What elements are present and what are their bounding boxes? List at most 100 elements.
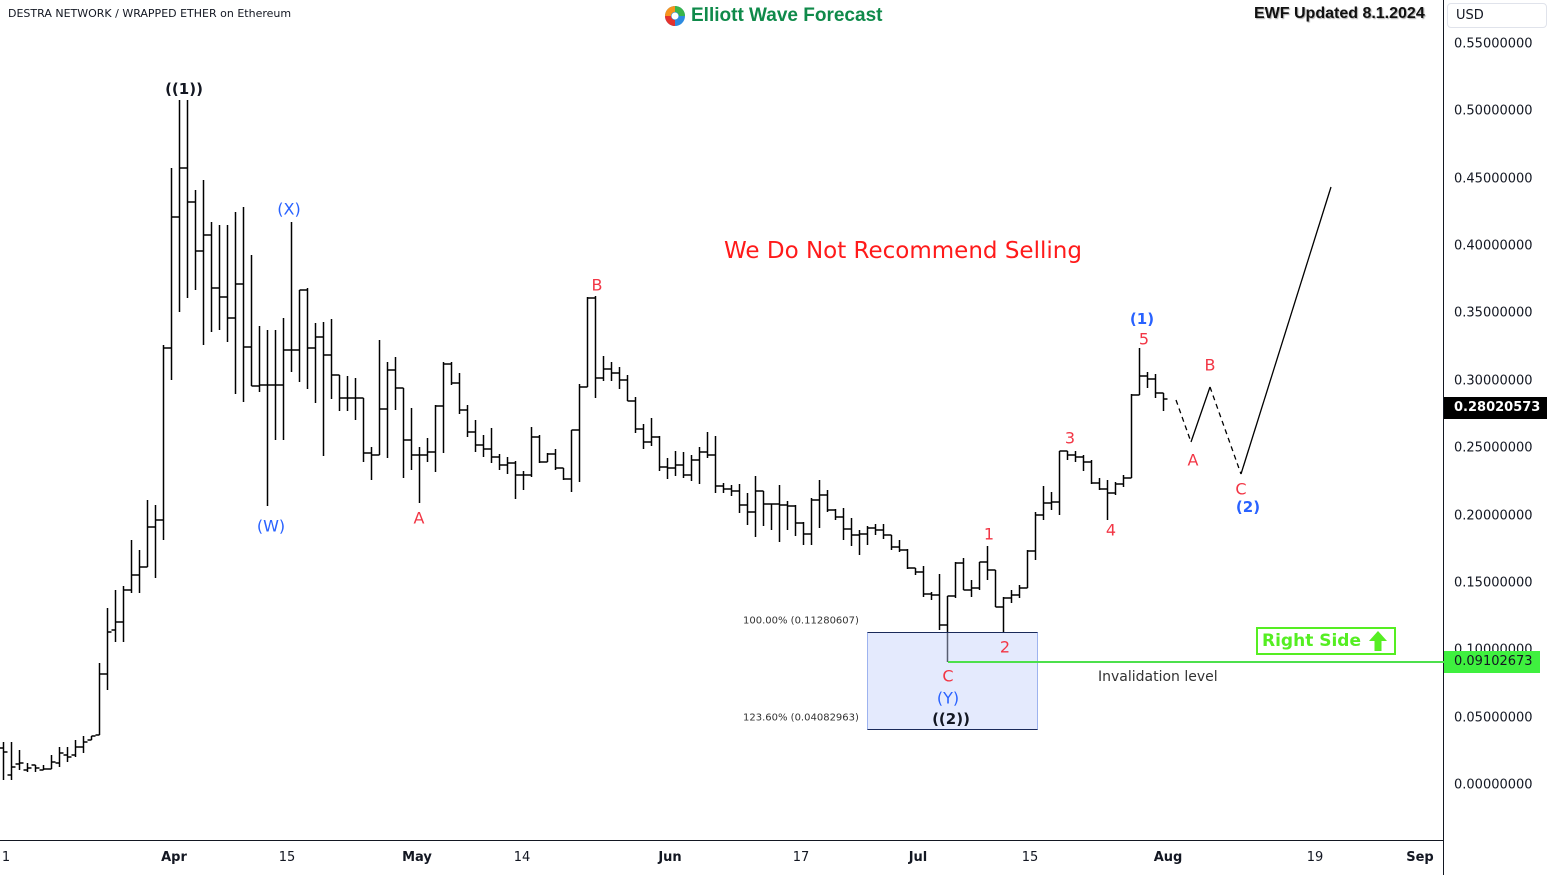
- ohlc-bar: [1023, 550, 1032, 589]
- ohlc-bar: [991, 569, 1000, 608]
- price-tick-label: 0.55000000: [1454, 36, 1533, 52]
- ohlc-bar: [631, 397, 640, 433]
- projection-dashed-c: [1209, 386, 1242, 475]
- ohlc-bar: [559, 467, 568, 480]
- ohlc-bar: [799, 522, 808, 545]
- wave-label: A: [1187, 450, 1199, 470]
- ohlc-bar: [487, 428, 496, 463]
- ohlc-bar: [479, 435, 488, 457]
- ohlc-bar: [47, 755, 56, 770]
- ohlc-bar: [543, 453, 552, 463]
- ohlc-bar: [567, 429, 576, 492]
- ohlc-bar: [223, 225, 232, 342]
- ohlc-bar: [167, 168, 176, 380]
- ohlc-bar: [319, 322, 328, 456]
- ohlc-bar: [391, 357, 400, 410]
- ohlc-bar: [1095, 478, 1104, 490]
- price-tick-label: 0.05000000: [1454, 710, 1533, 726]
- ohlc-bar: [447, 362, 456, 385]
- ohlc-bar: [1031, 512, 1040, 560]
- wave-label: 1: [983, 524, 995, 544]
- ohlc-bar: [1071, 451, 1080, 462]
- ohlc-bar: [183, 100, 192, 298]
- ohlc-bar: [711, 436, 720, 493]
- ohlc-bar: [231, 212, 240, 394]
- ohlc-bar: [927, 592, 936, 600]
- ohlc-bar: [455, 373, 464, 414]
- ohlc-bar: [287, 222, 296, 372]
- ohlc-bar: [431, 405, 440, 472]
- time-axis-border: [0, 840, 1443, 841]
- ohlc-bar: [887, 534, 896, 550]
- projection-solid-b: [1190, 386, 1211, 443]
- wave-label: (2): [1235, 498, 1261, 516]
- ohlc-bar: [495, 454, 504, 470]
- ohlc-bar: [87, 735, 96, 741]
- ewf-logo-icon: [665, 6, 685, 26]
- ohlc-bar: [551, 449, 560, 470]
- ohlc-bar: [63, 747, 72, 762]
- ohlc-bar: [1159, 392, 1168, 411]
- headline-no-selling: We Do Not Recommend Selling: [724, 238, 1082, 264]
- ohlc-bar: [1151, 374, 1160, 398]
- ohlc-bar: [783, 501, 792, 530]
- ohlc-bar: [335, 374, 344, 411]
- price-tick-label: 0.00000000: [1454, 777, 1533, 793]
- up-arrow-icon: [1369, 631, 1387, 651]
- ohlc-bar: [159, 345, 168, 540]
- ohlc-bar: [327, 319, 336, 399]
- ohlc-bar: [983, 546, 992, 580]
- ohlc-bar: [239, 207, 248, 402]
- ohlc-bar: [591, 296, 600, 398]
- ohlc-bar: [1063, 450, 1072, 460]
- wave-label: 4: [1105, 520, 1117, 540]
- ohlc-bar: [735, 484, 744, 513]
- ohlc-bar: [1015, 585, 1024, 598]
- ohlc-bar: [111, 590, 120, 642]
- invalidation-line: [948, 661, 1444, 663]
- ohlc-bar: [1119, 475, 1128, 487]
- ohlc-bar: [791, 505, 800, 536]
- ohlc-bar: [415, 447, 424, 503]
- projection-solid-up: [1240, 186, 1332, 475]
- ohlc-bar: [439, 362, 448, 453]
- ohlc-bar: [151, 505, 160, 578]
- last-price-tag: 0.28020573: [1444, 397, 1548, 419]
- wave-label: B: [1204, 355, 1216, 375]
- price-tick-label: 0.35000000: [1454, 305, 1533, 321]
- ohlc-bar: [295, 289, 304, 382]
- ohlc-bar: [807, 498, 816, 545]
- ohlc-bar: [271, 330, 280, 440]
- ohlc-bar: [207, 222, 216, 332]
- ohlc-bar: [607, 362, 616, 381]
- wave-label: 2: [999, 637, 1011, 657]
- wave-label: (X): [277, 199, 301, 219]
- time-tick-label: 17: [792, 850, 810, 865]
- brand-name: Elliott Wave Forecast: [691, 5, 883, 26]
- ohlc-bar: [359, 397, 368, 462]
- ohlc-bar: [895, 540, 904, 552]
- ohlc-bar: [7, 742, 16, 780]
- update-date: EWF Updated 8.1.2024: [1254, 5, 1425, 22]
- ohlc-bar: [199, 180, 208, 345]
- currency-selector[interactable]: USD: [1447, 3, 1547, 28]
- ohlc-bar: [255, 326, 264, 392]
- time-tick-label: May: [402, 850, 432, 865]
- ohlc-bar: [743, 493, 752, 525]
- ohlc-bar: [1143, 372, 1152, 388]
- ohlc-bar: [1007, 590, 1016, 603]
- wave-label: (1): [1129, 310, 1155, 328]
- fib-target-box: [867, 632, 1038, 730]
- ohlc-bar: [95, 663, 104, 736]
- ohlc-bar: [975, 561, 984, 590]
- wave-label: C: [942, 666, 954, 686]
- wave-label: B: [591, 275, 603, 295]
- projection-dashed-a: [1175, 399, 1192, 443]
- ohlc-bar: [695, 447, 704, 484]
- price-chart[interactable]: [0, 0, 1443, 840]
- ohlc-bar: [471, 420, 480, 452]
- ohlc-bar: [1079, 455, 1088, 471]
- price-tick-label: 0.15000000: [1454, 575, 1533, 591]
- ohlc-bar: [1047, 492, 1056, 510]
- ohlc-bar: [647, 418, 656, 446]
